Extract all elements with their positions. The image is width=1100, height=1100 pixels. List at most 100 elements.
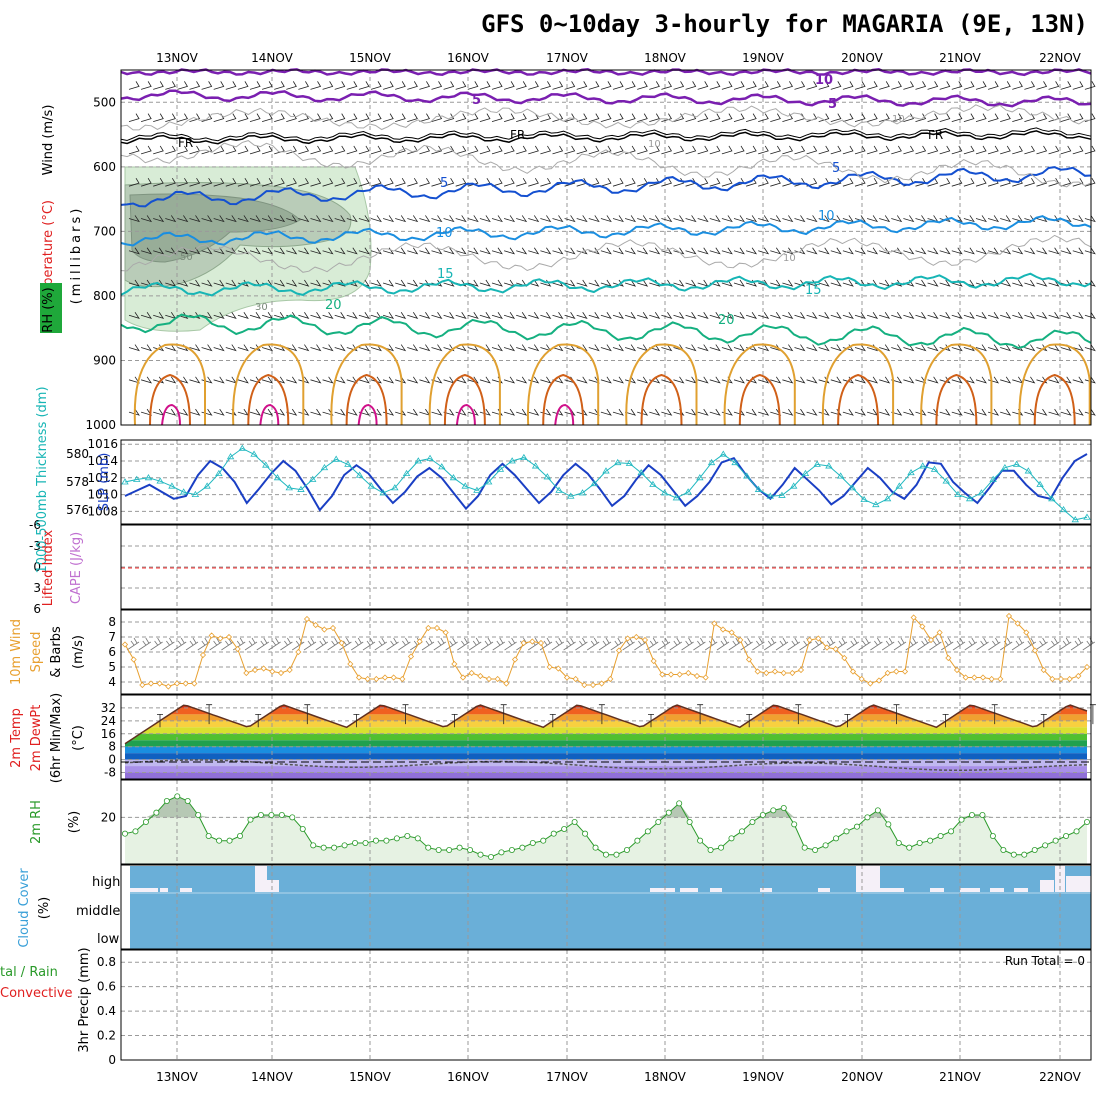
upper-wind-barb (225, 279, 237, 287)
rh-point (195, 812, 202, 819)
upper-wind-barb (286, 279, 298, 287)
rh-shade-dark (129, 193, 301, 263)
upper-wind-barb (467, 408, 479, 416)
rh-point (456, 844, 463, 851)
upper-wind-barb (1084, 376, 1096, 384)
wind-point (901, 668, 909, 675)
precip-panel: Run Total = 0 (120, 949, 1092, 1061)
wind-tick-label: 6 (108, 645, 116, 659)
upper-wind-barb (624, 408, 637, 416)
rh-point (571, 819, 578, 826)
rh-point (927, 837, 934, 844)
wind-point (442, 629, 449, 636)
slp-point (156, 477, 164, 484)
upper-wind-barb (503, 113, 515, 123)
upper-wind-barb (1072, 81, 1084, 90)
wind-barb (964, 637, 978, 651)
wind-point (789, 669, 796, 677)
rh-area (125, 796, 1087, 864)
rh-point (132, 828, 139, 835)
upper-wind-barb (963, 113, 975, 123)
upper-wind-barb (1084, 145, 1096, 155)
rh-point (843, 828, 850, 835)
wind-point (745, 656, 753, 663)
wind-barb (598, 637, 612, 651)
slp-tick-label: 1012 (87, 471, 118, 485)
wind-point (537, 639, 545, 647)
wind-point (823, 644, 831, 651)
upper-wind-barb (552, 247, 564, 255)
upper-wind-barb (310, 279, 322, 287)
date-label-top: 13NOV (156, 51, 198, 65)
upper-wind-barb (830, 312, 842, 319)
slp-point (379, 489, 387, 496)
rh-point (603, 851, 610, 858)
gray-contour-b (120, 104, 1092, 131)
cloud-gap (1040, 880, 1054, 892)
upper-wind-barb (1024, 344, 1036, 352)
slp-point (696, 474, 704, 481)
lifted-index-tick-label: -6 (29, 518, 41, 532)
cloud-gap (650, 888, 675, 892)
upper-wind-barb (431, 376, 443, 384)
wind-barb (988, 637, 1001, 651)
upper-wind-barb (443, 145, 455, 155)
upper-wind-barb (733, 312, 745, 319)
upper-wind-barb (770, 145, 781, 155)
upper-wind-barb (201, 247, 213, 255)
upper-wind-barb (891, 247, 903, 255)
date-label-top: 19NOV (742, 51, 784, 65)
wind-tick-label: 4 (108, 675, 116, 689)
upper-wind-barb (128, 344, 140, 352)
upper-wind-barb (903, 344, 915, 352)
rh-point (320, 844, 327, 851)
upper-wind-barb (128, 113, 140, 123)
upper-wind-barb (201, 113, 213, 123)
upper-wind-barb (758, 247, 770, 255)
upper-wind-barb (419, 145, 431, 155)
lifted-index-tick-label: 3 (33, 581, 41, 595)
minmax-bar (844, 713, 851, 728)
pressure-tick-label: 500 (93, 95, 116, 109)
upper-wind-barb (806, 247, 818, 255)
slp-point (625, 459, 634, 466)
wind-point (1049, 675, 1056, 683)
upper-wind-barb (818, 215, 830, 223)
upper-wind-barb (443, 177, 455, 187)
upper-wind-barb (140, 177, 152, 187)
upper-wind-barb (540, 247, 552, 255)
upper-wind-barb (830, 279, 842, 287)
rh-point (216, 837, 223, 844)
upper-wind-barb (322, 247, 334, 255)
upper-wind-barb (431, 81, 443, 90)
upper-wind-barb (1012, 113, 1023, 123)
upper-wind-barb (782, 344, 794, 352)
wind-point (702, 674, 709, 681)
upper-wind-barb (1036, 312, 1048, 319)
upper-wind-barb (467, 312, 479, 319)
upper-wind-barb (709, 145, 721, 155)
upper-wind-barb (358, 145, 370, 155)
thickness-series (124, 453, 1088, 512)
upper-wind-barb (334, 376, 346, 384)
ylabel-cape: CAPE (J/kg) (69, 532, 84, 604)
upper-wind-barb (419, 113, 431, 123)
date-label-bottom: 14NOV (251, 1070, 293, 1084)
lifted-index-tick-label: -3 (29, 539, 41, 553)
upper-wind-barb (866, 215, 879, 223)
upper-wind-barb (745, 408, 758, 416)
upper-wind-barb (334, 408, 346, 416)
wind-point (659, 671, 666, 678)
ylabel-wind10-c: & Barbs (49, 626, 64, 678)
upper-wind-barb (576, 145, 588, 155)
cloud-gap (760, 888, 772, 892)
rh-point (1042, 842, 1049, 849)
upper-wind-barb (286, 408, 298, 416)
magenta-contour (161, 403, 181, 426)
upper-wind-barb (842, 312, 854, 319)
wind-barb (303, 637, 317, 651)
slp-point (707, 458, 716, 466)
upper-wind-barb (358, 177, 370, 187)
cloud-panel (120, 864, 1092, 950)
ylabel-rh2m-unit: (%) (67, 811, 82, 834)
